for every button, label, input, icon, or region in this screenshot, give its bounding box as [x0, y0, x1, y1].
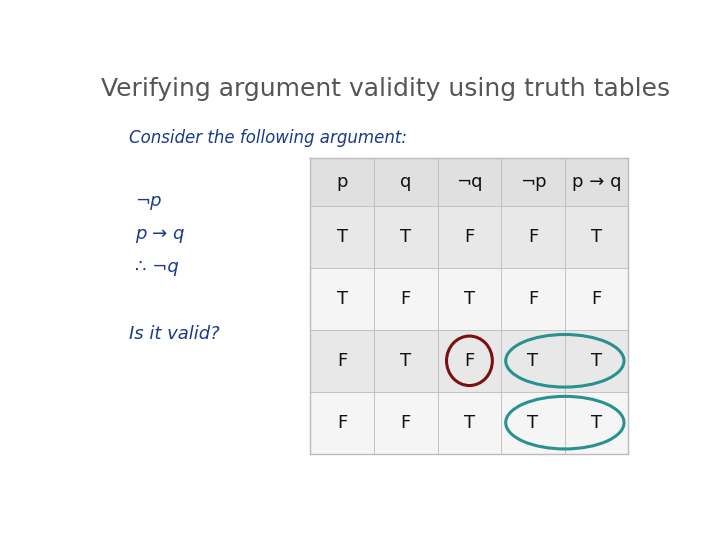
Text: F: F — [337, 414, 347, 431]
Text: p: p — [336, 173, 348, 191]
Text: Is it valid?: Is it valid? — [129, 325, 220, 343]
Text: T: T — [591, 228, 602, 246]
Text: T: T — [528, 414, 539, 431]
Bar — [310, 392, 629, 454]
Text: ¬p: ¬p — [135, 192, 161, 210]
Text: T: T — [337, 290, 348, 308]
Text: T: T — [337, 228, 348, 246]
Text: T: T — [464, 414, 475, 431]
Text: F: F — [464, 228, 474, 246]
Bar — [310, 206, 629, 268]
Text: T: T — [400, 352, 411, 370]
Text: F: F — [592, 290, 602, 308]
Text: p → q: p → q — [572, 173, 621, 191]
Text: Verifying argument validity using truth tables: Verifying argument validity using truth … — [101, 77, 670, 102]
Text: T: T — [591, 414, 602, 431]
Text: F: F — [464, 352, 474, 370]
Text: T: T — [591, 352, 602, 370]
Text: F: F — [401, 414, 411, 431]
Bar — [310, 158, 629, 206]
Text: F: F — [401, 290, 411, 308]
Bar — [310, 330, 629, 392]
Text: F: F — [337, 352, 347, 370]
Text: Consider the following argument:: Consider the following argument: — [129, 129, 407, 147]
Text: ¬q: ¬q — [456, 173, 482, 191]
Text: T: T — [464, 290, 475, 308]
Text: p → q: p → q — [135, 225, 184, 243]
Text: ¬p: ¬p — [520, 173, 546, 191]
Text: T: T — [528, 352, 539, 370]
Bar — [310, 268, 629, 330]
Text: ∴ ¬q: ∴ ¬q — [135, 258, 179, 276]
Text: q: q — [400, 173, 412, 191]
Text: F: F — [528, 228, 538, 246]
Text: T: T — [400, 228, 411, 246]
Text: F: F — [528, 290, 538, 308]
